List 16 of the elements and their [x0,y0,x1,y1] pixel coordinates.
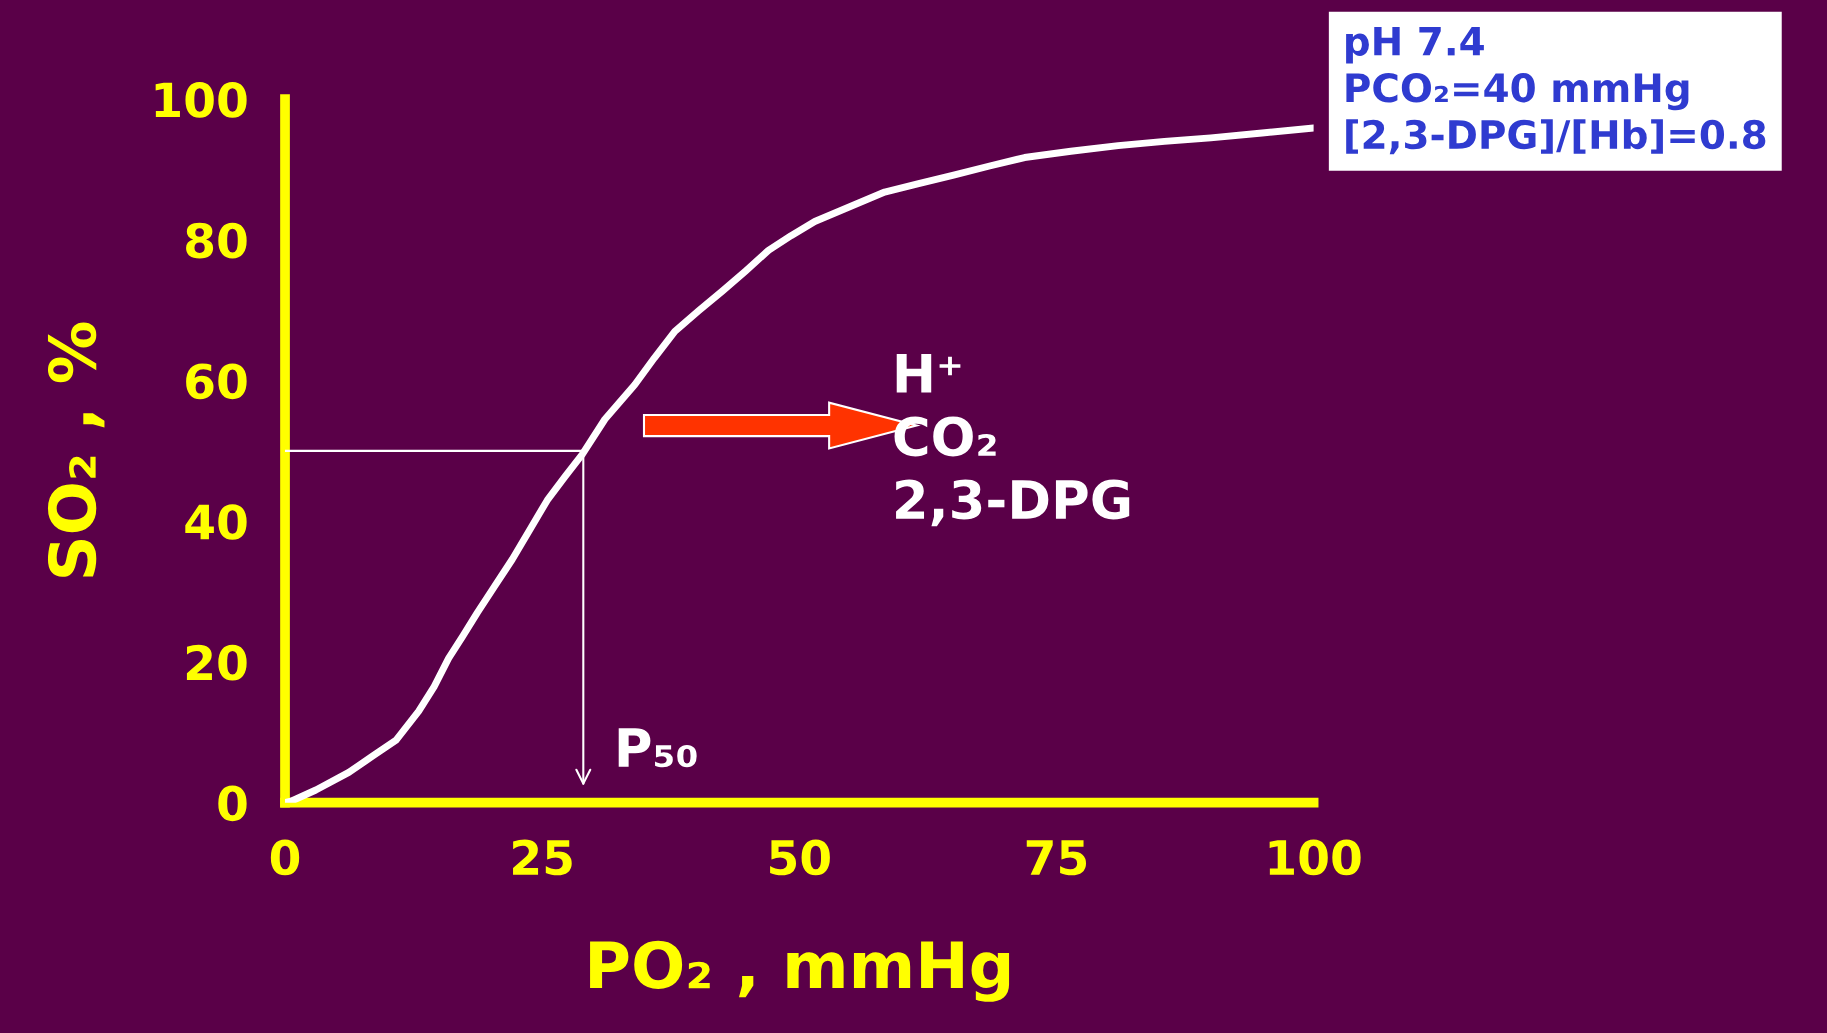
y-axis-title: SO₂ , % [47,322,105,577]
annotation: P₅₀ [618,728,697,768]
x-tick-label: 75 [1026,840,1087,876]
x-tick-label: 100 [1269,839,1361,876]
x-tick-label: 50 [770,839,830,876]
y-tick-label: 100 [155,82,247,118]
x-axis-title: PO₂ , mmHg [590,940,1010,1002]
x-tick-label: 0 [270,839,300,876]
y-tick-label: 20 [186,644,247,681]
y-tick-label: 0 [218,785,247,822]
annotation: H⁺ CO₂ 2,3-DPG [894,354,1130,527]
y-tick-label: 80 [186,222,247,259]
text: pH 7.4 PCO₂=40 mmHg [2,3-DPG]/[Hb]=0.8 [1346,27,1766,155]
y-tick-label: 40 [185,504,247,540]
y-tick-label: 60 [186,363,247,400]
x-tick-label: 25 [513,839,572,876]
